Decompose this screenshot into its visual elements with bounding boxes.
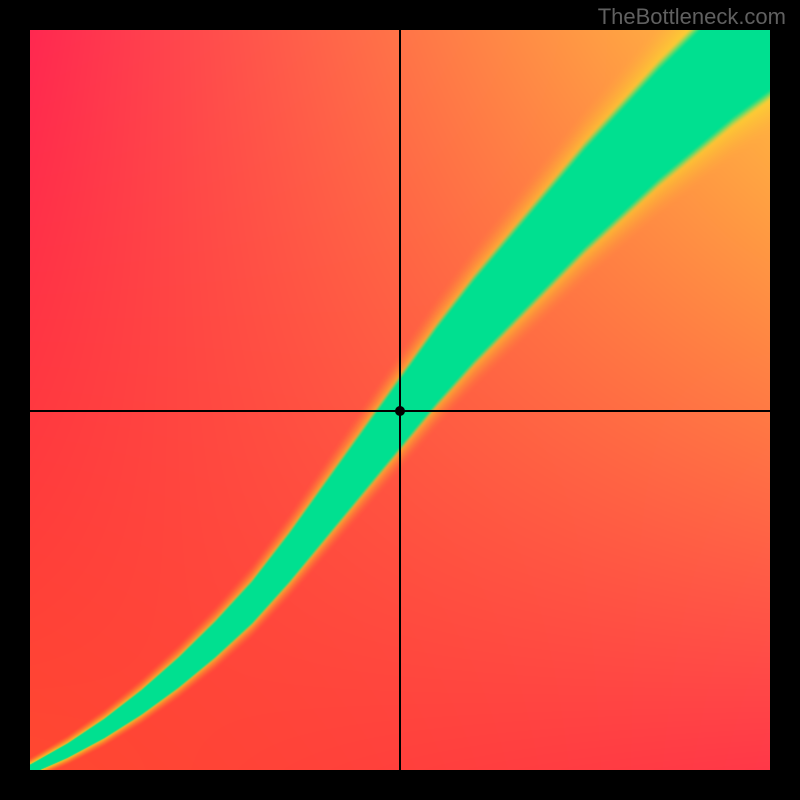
- crosshair-vertical: [399, 30, 401, 770]
- plot-area: [30, 30, 770, 770]
- chart-container: TheBottleneck.com: [0, 0, 800, 800]
- marker-point: [395, 406, 405, 416]
- attribution-text: TheBottleneck.com: [598, 4, 786, 30]
